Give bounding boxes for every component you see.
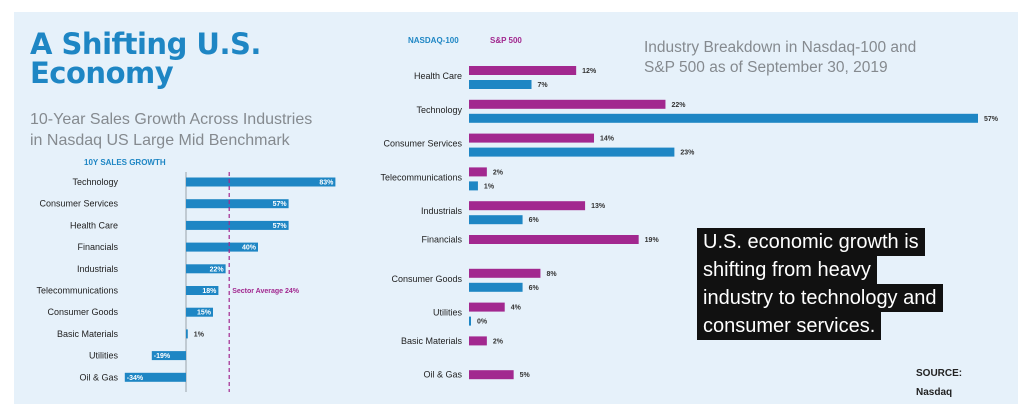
left-bar-utilities — [151, 351, 186, 361]
right-value-label-sandp-500-industrials: 13% — [591, 203, 606, 210]
right-value-label-nasdaq-100-industrials: 6% — [529, 217, 540, 224]
right-chart-title: Industry Breakdown in Nasdaq-100 and S&P… — [644, 38, 984, 78]
left-bar-financials — [186, 242, 258, 252]
left-value-label-telecommunications: 18% — [202, 288, 217, 295]
source-label: SOURCE: — [916, 368, 963, 379]
right-bar-sandp-500-health-care — [469, 66, 577, 75]
headline-line-2: Economy — [30, 56, 174, 90]
right-category-label-utilities: Utilities — [433, 308, 463, 318]
left-bar-telecommunications — [186, 286, 219, 295]
right-value-label-sandp-500-financials: 19% — [645, 237, 660, 244]
headline-line-1: A Shifting U.S. — [30, 27, 261, 61]
right-value-label-sandp-500-telecommunications: 2% — [493, 169, 504, 176]
right-category-label-financials: Financials — [421, 235, 462, 245]
left-bar-basic-materials — [186, 329, 188, 339]
right-value-label-nasdaq-100-technology: 57% — [984, 116, 999, 123]
left-value-label-consumer-goods: 15% — [197, 310, 212, 317]
right-bar-sandp-500-oil-and-gas — [469, 370, 514, 380]
legend-sp500: S&P 500 — [490, 36, 522, 45]
right-bar-nasdaq-100-industrials — [469, 215, 523, 225]
left-bar-health-care — [186, 220, 289, 230]
right-bar-nasdaq-100-consumer-goods — [469, 282, 523, 292]
callout-line-2: shifting from heavy — [697, 256, 877, 284]
right-value-label-sandp-500-health-care: 12% — [582, 68, 597, 75]
subtitle-line-2: in Nasdaq US Large Mid Benchmark — [30, 132, 290, 149]
right-value-label-nasdaq-100-consumer-services: 23% — [680, 150, 695, 157]
right-bar-nasdaq-100-technology — [469, 113, 978, 123]
source-name: Nasdaq — [916, 387, 953, 398]
right-bar-sandp-500-industrials — [469, 201, 586, 211]
left-category-label-oil-and-gas: Oil & Gas — [79, 372, 118, 382]
left-value-label-consumer-services: 57% — [273, 201, 288, 208]
left-value-label-technology: 83% — [319, 180, 334, 187]
right-bar-sandp-500-basic-materials — [469, 336, 487, 346]
right-bar-nasdaq-100-utilities — [469, 316, 471, 326]
left-bar-consumer-services — [186, 199, 289, 209]
right-value-label-nasdaq-100-health-care: 7% — [538, 82, 549, 89]
right-value-label-sandp-500-utilities: 4% — [511, 305, 522, 312]
right-bar-nasdaq-100-consumer-services — [469, 147, 675, 157]
right-category-label-oil-and-gas: Oil & Gas — [423, 370, 462, 380]
right-bar-sandp-500-consumer-goods — [469, 268, 541, 278]
right-category-label-consumer-goods: Consumer Goods — [391, 274, 462, 284]
left-bar-consumer-goods — [186, 307, 213, 317]
left-chart-subtitle: 10-Year Sales Growth Across Industries i… — [30, 109, 360, 151]
legend-nasdaq: NASDAQ-100 — [408, 36, 459, 45]
left-value-label-health-care: 57% — [273, 223, 288, 230]
callout-box: U.S. economic growth is shifting from he… — [697, 228, 943, 340]
right-value-label-sandp-500-technology: 22% — [671, 102, 686, 109]
right-title-line-1: Industry Breakdown in Nasdaq-100 and — [644, 39, 917, 56]
callout-line-3: industry to technology and — [697, 284, 943, 312]
left-category-label-telecommunications: Telecommunications — [36, 286, 118, 296]
left-category-label-consumer-services: Consumer Services — [39, 199, 118, 209]
right-bar-sandp-500-consumer-services — [469, 133, 595, 143]
left-category-label-basic-materials: Basic Materials — [57, 329, 119, 339]
right-value-label-sandp-500-basic-materials: 2% — [493, 338, 504, 345]
left-value-label-oil-and-gas: -34% — [127, 375, 144, 382]
right-bar-nasdaq-100-telecommunications — [469, 181, 478, 191]
right-category-label-basic-materials: Basic Materials — [401, 336, 463, 346]
sector-average-label: Sector Average 24% — [232, 288, 300, 295]
left-category-label-technology: Technology — [72, 177, 118, 187]
left-value-label-industrials: 22% — [210, 266, 225, 273]
right-category-label-technology: Technology — [416, 105, 462, 115]
right-value-label-nasdaq-100-utilities: 0% — [477, 319, 488, 326]
left-category-label-financials: Financials — [77, 242, 118, 252]
right-category-label-health-care: Health Care — [414, 71, 462, 81]
right-value-label-sandp-500-consumer-goods: 8% — [546, 271, 557, 278]
left-category-label-industrials: Industrials — [77, 264, 119, 274]
right-bar-sandp-500-utilities — [469, 302, 505, 312]
left-bar-oil-and-gas — [124, 372, 186, 382]
right-bar-sandp-500-financials — [469, 235, 639, 244]
right-bar-sandp-500-technology — [469, 99, 666, 109]
headline: A Shifting U.S. Economy — [30, 30, 261, 88]
right-value-label-nasdaq-100-telecommunications: 1% — [484, 183, 495, 190]
left-category-label-utilities: Utilities — [89, 351, 119, 361]
source-note: SOURCE: Nasdaq — [916, 364, 962, 402]
subtitle-line-1: 10-Year Sales Growth Across Industries — [30, 111, 313, 128]
left-category-label-consumer-goods: Consumer Goods — [47, 307, 118, 317]
left-value-label-financials: 40% — [242, 245, 257, 252]
right-bar-sandp-500-telecommunications — [469, 167, 487, 177]
right-title-line-2: S&P 500 as of September 30, 2019 — [644, 59, 888, 76]
right-category-label-consumer-services: Consumer Services — [383, 139, 462, 149]
callout-line-1: U.S. economic growth is — [697, 228, 925, 256]
left-chart-axis-title: 10Y SALES GROWTH — [84, 158, 166, 167]
left-category-label-health-care: Health Care — [70, 220, 118, 230]
right-value-label-sandp-500-consumer-services: 14% — [600, 136, 615, 143]
left-value-label-basic-materials: 1% — [194, 331, 205, 338]
right-value-label-nasdaq-100-consumer-goods: 6% — [529, 285, 540, 292]
right-bar-nasdaq-100-health-care — [469, 80, 532, 89]
right-category-label-telecommunications: Telecommunications — [380, 172, 462, 182]
left-value-label-utilities: -19% — [154, 353, 171, 360]
right-value-label-sandp-500-oil-and-gas: 5% — [520, 372, 531, 379]
callout-line-4: consumer services. — [697, 312, 882, 340]
right-category-label-industrials: Industrials — [421, 206, 463, 216]
left-bar-industrials — [186, 264, 226, 274]
left-bar-technology — [186, 177, 336, 187]
